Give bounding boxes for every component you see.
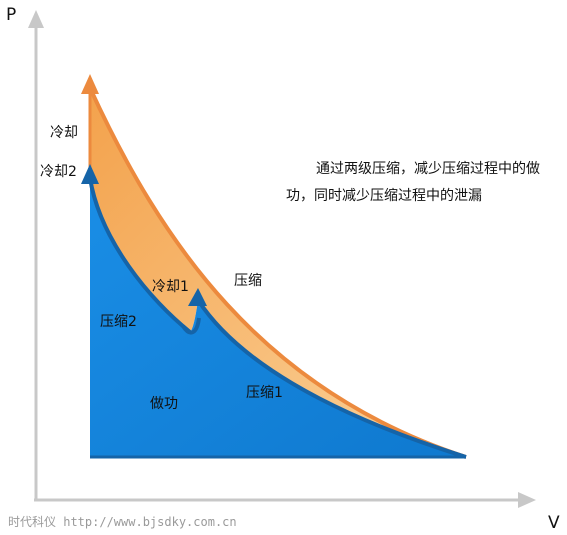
caption-line-2: 功，同时减少压缩过程中的泄漏 [286, 188, 482, 204]
label-work: 做功 [150, 396, 178, 412]
watermark: 时代科仪 http://www.bjsdky.com.cn [8, 515, 237, 529]
curl-compression-2 [181, 317, 201, 335]
label-compression-1: 压缩1 [246, 385, 283, 401]
y-axis-arrowhead [28, 10, 44, 28]
compression-curve-1 [196, 298, 467, 459]
arrowhead-cooling-top [81, 74, 99, 94]
arrowhead-cooling-1 [188, 288, 207, 306]
label-cooling-top: 冷却 [50, 125, 78, 141]
arrowhead-cooling-2 [81, 164, 99, 184]
work-area-blue [90, 178, 466, 457]
axes [28, 10, 536, 508]
label-cooling-2: 冷却2 [40, 164, 77, 180]
label-cooling-1: 冷却1 [152, 279, 189, 295]
label-compression: 压缩 [234, 273, 262, 289]
label-compression-2: 压缩2 [100, 314, 137, 330]
caption-line-1: 通过两级压缩，减少压缩过程中的做 [316, 161, 540, 177]
compression-curve-orange [88, 87, 467, 459]
compression-curve-2 [88, 177, 192, 334]
x-axis-label: V [548, 513, 560, 533]
x-axis-arrowhead [518, 492, 536, 508]
y-axis-label: P [6, 5, 16, 25]
compression-area-orange [90, 88, 466, 457]
